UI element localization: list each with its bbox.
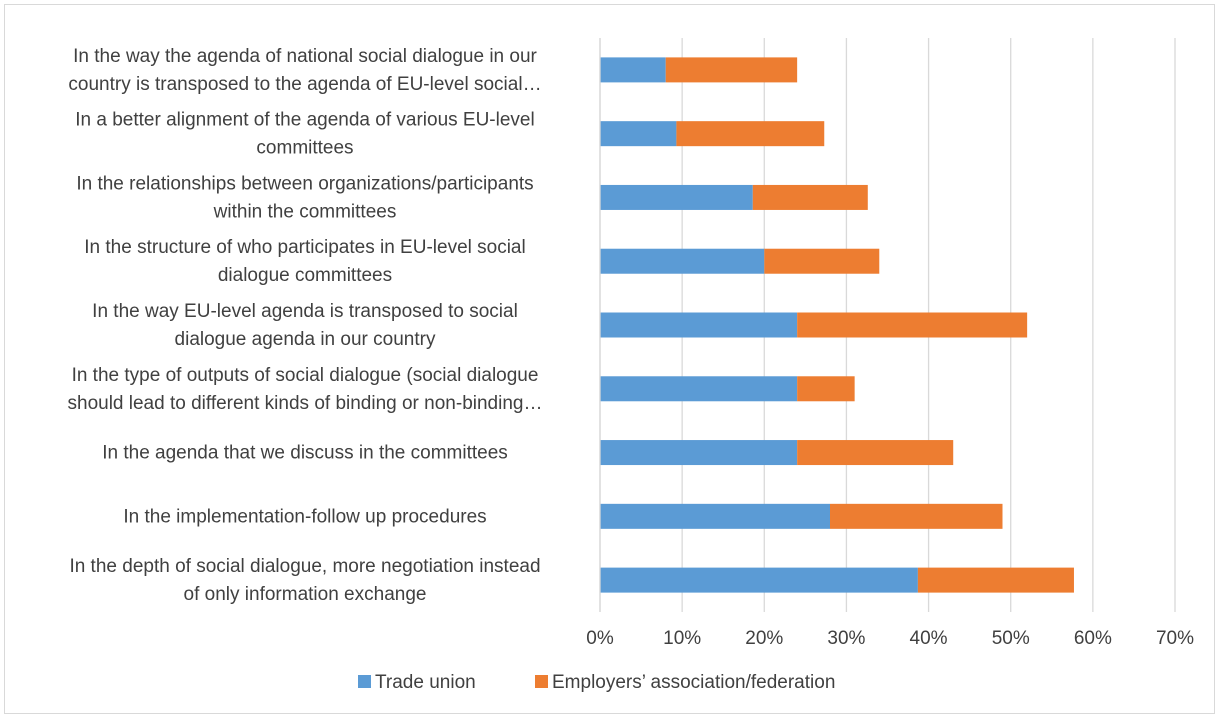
legend-label-employers: Employers’ association/federation xyxy=(552,672,835,693)
x-tick-label: 30% xyxy=(827,628,865,649)
x-tick-labels: 0% 10% 20% 30% 40% 50% 60% 70% xyxy=(586,628,1194,649)
legend: Trade union Employers’ association/federa… xyxy=(358,672,835,693)
bar-employers-association xyxy=(797,440,954,466)
bar-employers-association xyxy=(764,248,880,274)
bar-trade-union xyxy=(600,376,798,402)
bar-trade-union xyxy=(600,184,753,210)
bar-employers-association xyxy=(830,503,1003,529)
category-label: In the way EU-level agenda is transposed… xyxy=(92,301,518,350)
x-tick-label: 0% xyxy=(586,628,614,649)
x-tick-label: 60% xyxy=(1074,628,1112,649)
bar-employers-association xyxy=(676,121,825,147)
category-label: In a better alignment of the agenda of v… xyxy=(75,110,534,159)
category-label: In the relationships between organizatio… xyxy=(76,173,533,222)
category-label: In the way the agenda of national social… xyxy=(68,46,541,95)
category-labels: In the way the agenda of national social… xyxy=(68,46,543,605)
bar-employers-association xyxy=(665,57,798,83)
bar-employers-association xyxy=(797,376,855,402)
x-tick-label: 20% xyxy=(745,628,783,649)
category-label: In the agenda that we discuss in the com… xyxy=(102,443,508,464)
category-label: In the type of outputs of social dialogu… xyxy=(68,365,543,414)
legend-label-trade-union: Trade union xyxy=(375,672,476,693)
bar-trade-union xyxy=(600,440,798,466)
x-tick-label: 50% xyxy=(992,628,1030,649)
bar-employers-association xyxy=(797,312,1028,338)
category-label: In the depth of social dialogue, more ne… xyxy=(69,556,540,605)
bar-employers-association xyxy=(917,567,1074,593)
x-tick-label: 40% xyxy=(910,628,948,649)
x-tick-label: 10% xyxy=(663,628,701,649)
bars xyxy=(600,57,1074,593)
bar-employers-association xyxy=(752,184,868,210)
bar-trade-union xyxy=(600,567,918,593)
bar-trade-union xyxy=(600,121,677,147)
x-tick-label: 70% xyxy=(1156,628,1194,649)
bar-trade-union xyxy=(600,312,798,338)
bar-trade-union xyxy=(600,248,765,274)
category-label: In the implementation-follow up procedur… xyxy=(123,506,486,527)
legend-swatch-trade-union xyxy=(358,675,371,688)
legend-swatch-employers xyxy=(535,675,548,688)
bar-trade-union xyxy=(600,57,666,83)
category-label: In the structure of who participates in … xyxy=(84,237,525,286)
bar-trade-union xyxy=(600,503,830,529)
